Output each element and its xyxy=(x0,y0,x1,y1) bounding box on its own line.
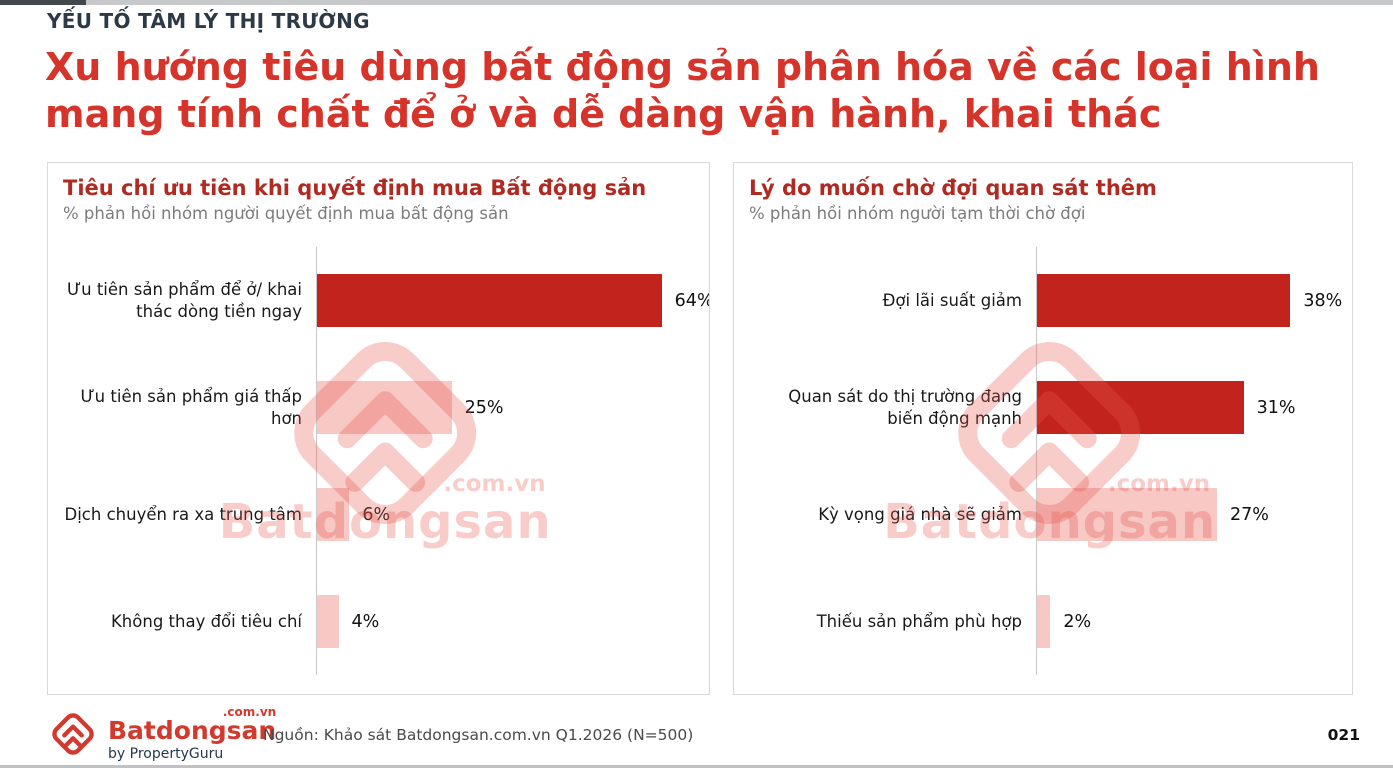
chart-subtitle: % phản hồi nhóm người tạm thời chờ đợi xyxy=(749,204,1086,224)
bar-area: 6% xyxy=(316,461,694,569)
source-note: Nguồn: Khảo sát Batdongsan.com.vn Q1.202… xyxy=(263,726,694,744)
bar-value-label: 64% xyxy=(674,290,710,311)
bar xyxy=(317,595,339,649)
chart-title: Lý do muốn chờ đợi quan sát thêm xyxy=(749,176,1157,200)
bar-category-label: Không thay đổi tiêu chí xyxy=(110,611,302,631)
bar-category-label: Ưu tiên sản phẩm giá thấp hơn xyxy=(80,386,302,428)
bar xyxy=(1037,595,1051,649)
bar-row: Dịch chuyển ra xa trung tâm 6% xyxy=(63,461,694,569)
bar-row: Ưu tiên sản phẩm để ở/ khai thác dòng ti… xyxy=(63,247,709,355)
bar-value-label: 25% xyxy=(464,397,504,418)
bar xyxy=(317,488,350,542)
bar-row: Quan sát do thị trường đang biến động mạ… xyxy=(749,354,1337,462)
chart-title: Tiêu chí ưu tiên khi quyết định mua Bất … xyxy=(63,176,647,200)
batdongsan-logo-text: .com.vn Batdongsan by PropertyGuru xyxy=(108,706,276,762)
bar-row: Đợi lãi suất giảm 38% xyxy=(749,247,1342,355)
bar-area: 31% xyxy=(1036,354,1337,462)
bar-value-label: 38% xyxy=(1303,290,1343,311)
bar-category-label: Ưu tiên sản phẩm để ở/ khai thác dòng ti… xyxy=(66,279,302,321)
bar-category-label: Đợi lãi suất giảm xyxy=(882,290,1022,310)
page-number: 021 xyxy=(1327,726,1360,744)
bar-category-label: Quan sát do thị trường đang biến động mạ… xyxy=(788,386,1022,428)
bar-value-label: 27% xyxy=(1230,504,1269,525)
bar-category-label: Thiếu sản phẩm phù hợp xyxy=(816,611,1022,631)
page-title-line1: Xu hướng tiêu dùng bất động sản phân hóa… xyxy=(45,45,1320,89)
logo-domain: .com.vn xyxy=(222,705,277,719)
bar xyxy=(1037,274,1291,328)
logo-brand: Batdongsan xyxy=(108,716,277,745)
chart-subtitle: % phản hồi nhóm người quyết định mua bất… xyxy=(63,204,509,224)
bar-category-label: Dịch chuyển ra xa trung tâm xyxy=(64,504,302,524)
bar-chart: Ưu tiên sản phẩm để ở/ khai thác dòng ti… xyxy=(63,247,709,676)
bar-area: 25% xyxy=(316,354,694,462)
bar xyxy=(1037,488,1217,542)
bar-area: 4% xyxy=(316,568,694,676)
bar-row: Ưu tiên sản phẩm giá thấp hơn 25% xyxy=(63,354,694,462)
bar-row: Thiếu sản phẩm phù hợp 2% xyxy=(749,568,1337,676)
logo-byline: by PropertyGuru xyxy=(108,746,224,763)
bar xyxy=(317,274,662,328)
bar-area: 64% xyxy=(316,247,709,355)
bar-area: 2% xyxy=(1036,568,1337,676)
batdongsan-logo: .com.vn Batdongsan by PropertyGuru xyxy=(47,706,276,762)
chart-panel-wait-reasons: Lý do muốn chờ đợi quan sát thêm % phản … xyxy=(733,162,1353,695)
bar-area: 27% xyxy=(1036,461,1337,569)
page-title-line2: mang tính chất để ở và dễ dàng vận hành,… xyxy=(45,91,1162,136)
window-bottom-edge xyxy=(0,765,1393,768)
bar-area: 38% xyxy=(1036,247,1342,355)
bar-row: Kỳ vọng giá nhà sẽ giảm 27% xyxy=(749,461,1337,569)
bar-row: Không thay đổi tiêu chí 4% xyxy=(63,568,694,676)
bar-value-label: 31% xyxy=(1256,397,1296,418)
bar xyxy=(317,381,452,435)
chart-panel-buy-criteria: Tiêu chí ưu tiên khi quyết định mua Bất … xyxy=(47,162,710,695)
window-top-edge xyxy=(0,0,1393,5)
section-kicker: YẾU TỐ TÂM LÝ THỊ TRƯỜNG xyxy=(47,9,370,33)
page-title: Xu hướng tiêu dùng bất động sản phân hóa… xyxy=(45,44,1355,137)
bar-value-label: 6% xyxy=(362,504,391,525)
bar-value-label: 4% xyxy=(351,611,380,632)
bar-chart: Đợi lãi suất giảm 38% Quan sát do thị trườ… xyxy=(749,247,1342,676)
batdongsan-logo-icon xyxy=(47,708,99,760)
bar-category-label: Kỳ vọng giá nhà sẽ giảm xyxy=(818,504,1022,524)
bar xyxy=(1037,381,1244,435)
bar-value-label: 2% xyxy=(1063,611,1092,632)
